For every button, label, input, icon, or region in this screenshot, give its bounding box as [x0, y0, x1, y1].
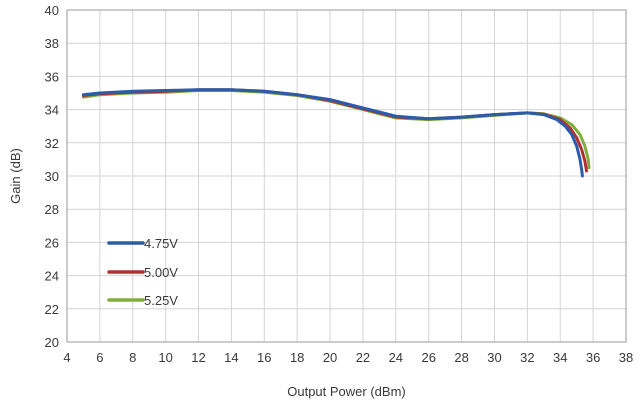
y-tick-label: 32 — [45, 136, 59, 151]
series-lines — [81, 88, 591, 178]
y-tick-label: 22 — [45, 302, 59, 317]
y-tick-label: 34 — [45, 103, 59, 118]
y-tick-label: 30 — [45, 169, 59, 184]
x-tick-label: 8 — [129, 350, 136, 365]
x-axis-ticks: 4 6 8 10 12 14 16 18 20 22 24 26 28 30 32 34 36 38 — [63, 350, 633, 365]
x-tick-label: 34 — [553, 350, 567, 365]
x-tick-label: 12 — [191, 350, 205, 365]
legend: 4.75V 5.00V 5.25V — [107, 236, 178, 308]
x-axis-title: Output Power (dBm) — [287, 384, 406, 399]
legend-label-2: 5.25V — [144, 293, 178, 308]
y-axis-ticks: 20 22 24 26 28 30 32 34 36 38 40 — [45, 3, 59, 350]
y-tick-label: 24 — [45, 269, 59, 284]
x-tick-label: 16 — [257, 350, 271, 365]
y-tick-label: 20 — [45, 335, 59, 350]
legend-label-0: 4.75V — [144, 236, 178, 251]
x-tick-label: 14 — [224, 350, 238, 365]
x-tick-label: 24 — [389, 350, 403, 365]
x-tick-label: 4 — [63, 350, 70, 365]
legend-label-1: 5.00V — [144, 265, 178, 280]
y-tick-label: 26 — [45, 235, 59, 250]
x-tick-label: 10 — [158, 350, 172, 365]
x-tick-label: 36 — [586, 350, 600, 365]
x-tick-label: 6 — [96, 350, 103, 365]
x-tick-label: 28 — [454, 350, 468, 365]
y-tick-label: 38 — [45, 36, 59, 51]
x-tick-label: 38 — [619, 350, 633, 365]
series-line-0 — [81, 88, 584, 178]
x-tick-label: 32 — [520, 350, 534, 365]
x-tick-label: 20 — [323, 350, 337, 365]
y-tick-label: 40 — [45, 3, 59, 18]
x-tick-label: 26 — [421, 350, 435, 365]
x-tick-label: 22 — [356, 350, 370, 365]
y-tick-label: 36 — [45, 69, 59, 84]
y-tick-label: 28 — [45, 202, 59, 217]
y-axis-title: Gain (dB) — [8, 148, 23, 204]
x-tick-label: 30 — [487, 350, 501, 365]
plot-frame — [66, 9, 627, 343]
x-tick-label: 18 — [290, 350, 304, 365]
